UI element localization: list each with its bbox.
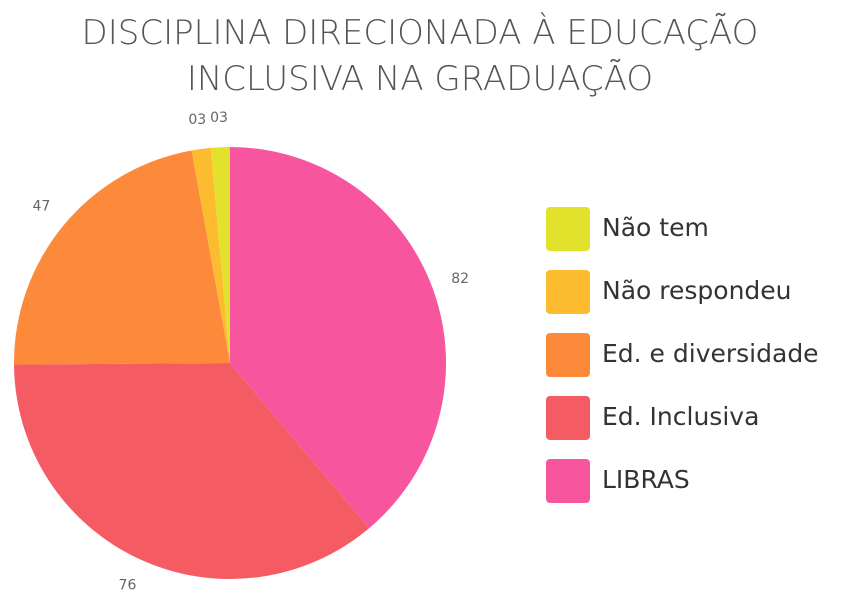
data-label: 03	[188, 112, 206, 128]
legend-label: LIBRAS	[602, 465, 690, 494]
pie-slice	[230, 147, 446, 529]
pie-slice	[13, 150, 230, 365]
data-label: 03	[210, 110, 228, 126]
legend-swatch	[546, 207, 590, 251]
chart-title: DISCIPLINA DIRECIONADA À EDUCAÇÃO INCLUS…	[81, 13, 759, 99]
legend-swatch	[546, 270, 590, 314]
legend-label: Ed. e diversidade	[602, 339, 819, 368]
legend-label: Ed. Inclusiva	[602, 402, 759, 431]
pie-slice	[210, 147, 230, 363]
pie-slice	[191, 147, 230, 363]
legend-label: Não tem	[602, 213, 709, 242]
legend-swatch	[546, 459, 590, 503]
legend-label: Não respondeu	[602, 276, 792, 305]
pie-slice	[14, 363, 370, 579]
data-label: 76	[119, 578, 137, 594]
data-label: 47	[32, 199, 50, 215]
legend-swatch	[546, 333, 590, 377]
legend-swatch	[546, 396, 590, 440]
data-label: 82	[451, 271, 469, 287]
